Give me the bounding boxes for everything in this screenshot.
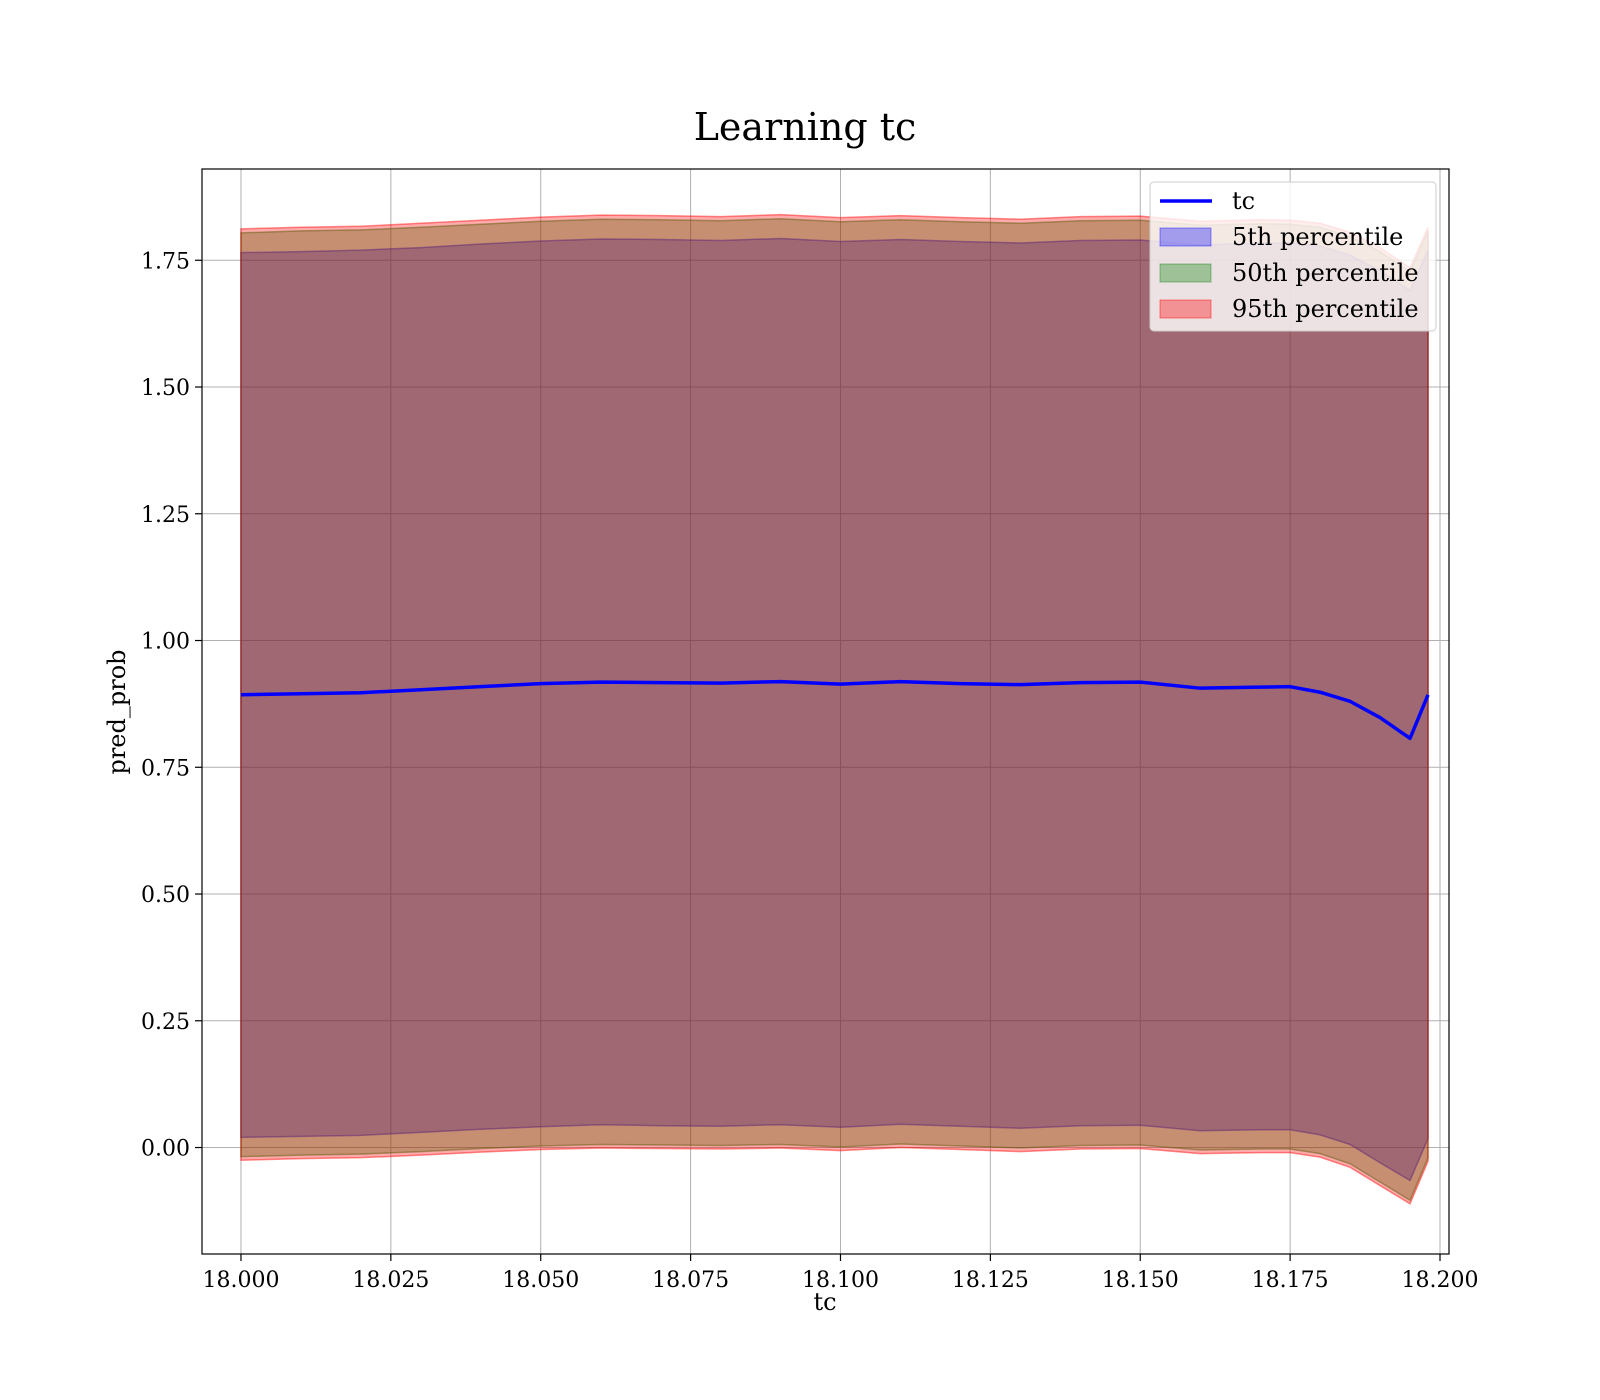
- x-tick-label: 18.050: [502, 1268, 579, 1293]
- y-ticks: 0.00 0.25 0.50 0.75 1.00 1.25 1.50 1.75: [141, 249, 202, 1162]
- x-ticks: 18.000 18.025 18.050 18.075 18.100 18.125 18.1…: [202, 1254, 1478, 1293]
- y-tick-label: 1.00: [141, 630, 190, 655]
- y-tick-label: 1.75: [141, 249, 190, 274]
- y-tick-label: 0.50: [141, 883, 190, 908]
- chart-title: Learning tc: [694, 105, 917, 149]
- legend-label-50th: 50th percentile: [1232, 259, 1419, 287]
- grid: [202, 169, 1449, 1254]
- plot-frame: [201, 168, 1450, 1255]
- x-tick-label: 18.075: [652, 1268, 729, 1293]
- legend-swatch-95th: [1159, 299, 1212, 319]
- x-tick-label: 18.200: [1402, 1268, 1479, 1293]
- legend-swatch-5th: [1159, 227, 1212, 247]
- x-tick-label: 18.025: [352, 1268, 429, 1293]
- legend-label-5th: 5th percentile: [1232, 223, 1403, 251]
- y-tick-label: 0.00: [141, 1137, 190, 1162]
- x-tick-label: 18.150: [1102, 1268, 1179, 1293]
- legend-label-95th: 95th percentile: [1232, 295, 1419, 323]
- band-95th-percentile: [240, 213, 1429, 1205]
- band-50th-percentile: [240, 217, 1429, 1202]
- band-5th-percentile: [240, 237, 1429, 1182]
- legend: tc 5th percentile 50th percentile 95th p…: [1149, 181, 1437, 332]
- legend-label-line: tc: [1232, 187, 1255, 215]
- y-tick-label: 0.25: [141, 1010, 190, 1035]
- percentile-bands: [240, 213, 1429, 1205]
- y-tick-label: 1.25: [141, 503, 190, 528]
- x-axis-label: tc: [813, 1288, 836, 1316]
- legend-box: [1149, 181, 1437, 332]
- x-tick-label: 18.175: [1252, 1268, 1329, 1293]
- y-axis-label: pred_prob: [103, 649, 131, 774]
- x-tick-label: 18.125: [952, 1268, 1029, 1293]
- tc-line: [240, 679, 1430, 741]
- tc-line-layer: [240, 679, 1430, 741]
- x-tick-label: 18.000: [202, 1268, 279, 1293]
- y-tick-label: 0.75: [141, 756, 190, 781]
- x-tick-label: 18.100: [802, 1268, 879, 1293]
- legend-swatch-50th: [1159, 263, 1212, 283]
- y-tick-label: 1.50: [141, 376, 190, 401]
